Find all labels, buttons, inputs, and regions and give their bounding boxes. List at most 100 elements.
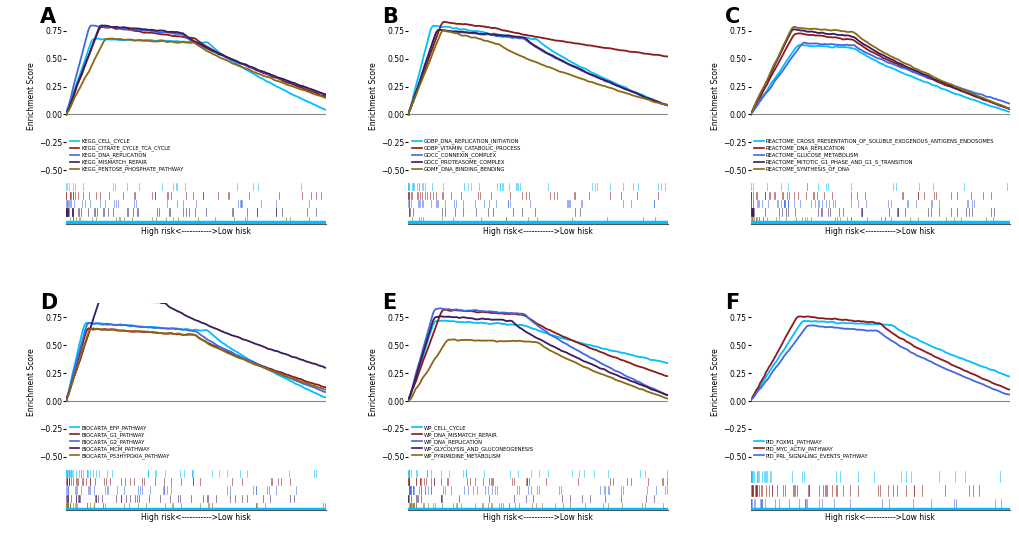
BIOCARTA_G2_PATHWAY (296, 380, 308, 387)
BIOCARTA_P53HYPOXIA_PATHWAY (214, 346, 226, 353)
GOBP_DNA_REPLICATION_INITIATION (556, 54, 569, 60)
KEGG_CITRATE_CYCLE_TCA_CYCLE (279, 79, 291, 85)
Legend: PID_FOXM1_PATHWAY, PID_MYC_ACTIV_PATHWAY, PID_PRL_SIGNALING_EVENTS_PATHWAY: PID_FOXM1_PATHWAY, PID_MYC_ACTIV_PATHWAY… (752, 438, 869, 460)
X-axis label: High risk<----------->Low hisk: High risk<----------->Low hisk (141, 513, 251, 522)
BIOCARTA_G1_PATHWAY (214, 346, 226, 352)
REACTOME_GLUCOSE_METABOLISM (899, 66, 911, 72)
Y-axis label: Enrichment Score: Enrichment Score (369, 62, 378, 130)
REACTOME_CROSS_PRESENTATION_OF_SOLUBLE_EXOGENOUS_ANTIGENS_ENDOSOMES (903, 72, 915, 79)
REACTOME_SYNTHESIS_OF_DNA (963, 89, 975, 96)
BIOCARTA_P53HYPOXIA_PATHWAY (61, 395, 73, 401)
REACTOME_SYNTHESIS_OF_DNA (744, 111, 756, 118)
REACTOME_DNA_REPLICATION (793, 30, 805, 36)
GOBP_VITAMIN_CATABOLIC_PROCESS (556, 38, 569, 45)
PID_FOXM1_PATHWAY (801, 318, 813, 324)
REACTOME_GLUCOSE_METABOLISM (745, 109, 757, 116)
GOMF_DNA_BINDING_BENDING (403, 108, 415, 115)
REACTOME_MITOTIC_G1_PHASE_AND_G1_S_TRANSITION (963, 90, 975, 97)
WP_PYRIMIDINE_METABOLISM (401, 397, 414, 404)
REACTOME_MITOTIC_G1_PHASE_AND_G1_S_TRANSITION (899, 64, 911, 70)
GOMF_DNA_BINDING_BENDING (556, 69, 569, 75)
PID_MYC_ACTIV_PATHWAY (963, 370, 975, 376)
BIOCARTA_EFP_PATHWAY (81, 319, 93, 326)
GOMF_DNA_BINDING_BENDING (561, 71, 574, 77)
Line: WP_CELL_CYCLE: WP_CELL_CYCLE (408, 320, 667, 401)
GOCC_CONNEXIN_COMPLEX (638, 93, 650, 100)
GOCC_PROTEASOME_COMPLEX (561, 61, 574, 67)
GOMF_DNA_BINDING_BENDING (638, 95, 650, 102)
KEGG_CITRATE_CYCLE_TCA_CYCLE (215, 51, 227, 58)
KEGG_CITRATE_CYCLE_TCA_CYCLE (61, 108, 73, 114)
Line: KEGG_MISMATCH_REPAIR: KEGG_MISMATCH_REPAIR (66, 26, 325, 115)
GOCC_PROTEASOME_COMPLEX (638, 93, 650, 100)
BIOCARTA_G1_PATHWAY (60, 397, 72, 404)
REACTOME_GLUCOSE_METABOLISM (898, 65, 910, 72)
GOCC_CONNEXIN_COMPLEX (403, 108, 415, 115)
BIOCARTA_MCM_PATHWAY (98, 295, 110, 302)
KEGG_PENTOSE_PHOSPHATE_PATHWAY (60, 111, 72, 118)
WP_PYRIMIDINE_METABOLISM (638, 387, 650, 394)
WP_PYRIMIDINE_METABOLISM (447, 336, 460, 343)
KEGG_PENTOSE_PHOSPHATE_PATHWAY (215, 55, 227, 61)
KEGG_PENTOSE_PHOSPHATE_PATHWAY (214, 55, 226, 61)
REACTOME_DNA_REPLICATION (745, 110, 757, 116)
KEGG_PENTOSE_PHOSPHATE_PATHWAY (105, 35, 117, 42)
REACTOME_DNA_REPLICATION (963, 91, 975, 98)
REACTOME_GLUCOSE_METABOLISM (744, 111, 756, 118)
BIOCARTA_MCM_PATHWAY (296, 357, 308, 363)
REACTOME_CROSS_PRESENTATION_OF_SOLUBLE_EXOGENOUS_ANTIGENS_ENDOSOMES (899, 71, 911, 78)
PID_PRL_SIGNALING_EVENTS_PATHWAY (1003, 392, 1015, 398)
REACTOME_CROSS_PRESENTATION_OF_SOLUBLE_EXOGENOUS_ANTIGENS_ENDOSOMES (794, 42, 806, 48)
REACTOME_CROSS_PRESENTATION_OF_SOLUBLE_EXOGENOUS_ANTIGENS_ENDOSOMES (745, 110, 757, 116)
PID_MYC_ACTIV_PATHWAY (903, 340, 915, 346)
Line: PID_FOXM1_PATHWAY: PID_FOXM1_PATHWAY (750, 321, 1009, 401)
KEGG_CELL_CYCLE (296, 96, 308, 102)
Line: BIOCARTA_EFP_PATHWAY: BIOCARTA_EFP_PATHWAY (66, 323, 325, 401)
GOCC_PROTEASOME_COMPLEX (661, 102, 674, 108)
WP_CELL_CYCLE (556, 335, 569, 342)
PID_PRL_SIGNALING_EVENTS_PATHWAY (806, 322, 818, 329)
REACTOME_GLUCOSE_METABOLISM (903, 67, 915, 74)
KEGG_MISMATCH_REPAIR (214, 51, 226, 58)
WP_DNA_REPLICATION (661, 392, 674, 399)
WP_DNA_REPLICATION (561, 342, 574, 348)
Text: B: B (382, 7, 398, 27)
REACTOME_GLUCOSE_METABOLISM (963, 88, 975, 94)
BIOCARTA_EFP_PATHWAY (61, 394, 73, 400)
Line: WP_PYRIMIDINE_METABOLISM: WP_PYRIMIDINE_METABOLISM (408, 339, 667, 401)
REACTOME_DNA_REPLICATION (979, 97, 991, 104)
Legend: GOBP_DNA_REPLICATION_INITIATION, GOBP_VITAMIN_CATABOLIC_PROCESS, GOCC_CONNEXIN_C: GOBP_DNA_REPLICATION_INITIATION, GOBP_VI… (411, 137, 522, 173)
Text: F: F (723, 293, 738, 313)
REACTOME_DNA_REPLICATION (899, 65, 911, 72)
Line: BIOCARTA_MCM_PATHWAY: BIOCARTA_MCM_PATHWAY (66, 299, 325, 401)
GOBP_DNA_REPLICATION_INITIATION (403, 107, 415, 113)
GOCC_PROTEASOME_COMPLEX (621, 87, 633, 93)
Line: KEGG_DNA_REPLICATION: KEGG_DNA_REPLICATION (66, 26, 325, 115)
REACTOME_MITOTIC_G1_PHASE_AND_G1_S_TRANSITION (787, 26, 799, 33)
KEGG_MISMATCH_REPAIR (219, 53, 231, 60)
KEGG_PENTOSE_PHOSPHATE_PATHWAY (219, 57, 231, 64)
PID_MYC_ACTIV_PATHWAY (744, 397, 756, 404)
Line: WP_GLYCOLYSIS_AND_GLUCONEOGENESIS: WP_GLYCOLYSIS_AND_GLUCONEOGENESIS (408, 316, 667, 401)
BIOCARTA_EFP_PATHWAY (215, 339, 227, 345)
PID_MYC_ACTIV_PATHWAY (801, 313, 813, 320)
GOBP_VITAMIN_CATABOLIC_PROCESS (621, 48, 633, 54)
Line: REACTOME_GLUCOSE_METABOLISM: REACTOME_GLUCOSE_METABOLISM (750, 43, 1009, 115)
BIOCARTA_EFP_PATHWAY (214, 338, 226, 345)
PID_PRL_SIGNALING_EVENTS_PATHWAY (979, 383, 991, 389)
Y-axis label: Enrichment Score: Enrichment Score (369, 349, 378, 416)
GOBP_DNA_REPLICATION_INITIATION (401, 111, 414, 118)
REACTOME_MITOTIC_G1_PHASE_AND_G1_S_TRANSITION (744, 111, 756, 118)
WP_GLYCOLYSIS_AND_GLUCONEOGENESIS (561, 350, 574, 357)
BIOCARTA_G2_PATHWAY (83, 320, 95, 326)
KEGG_MISMATCH_REPAIR (215, 52, 227, 58)
WP_GLYCOLYSIS_AND_GLUCONEOGENESIS (621, 376, 633, 383)
PID_FOXM1_PATHWAY (898, 330, 910, 337)
KEGG_DNA_REPLICATION (61, 107, 73, 113)
GOCC_CONNEXIN_COMPLEX (557, 59, 570, 65)
WP_DNA_MISMATCH_REPAIR (621, 359, 633, 365)
KEGG_CELL_CYCLE (215, 51, 227, 58)
GOCC_PROTEASOME_COMPLEX (401, 111, 414, 118)
GOBP_VITAMIN_CATABOLIC_PROCESS (403, 108, 415, 115)
PID_PRL_SIGNALING_EVENTS_PATHWAY (899, 345, 911, 352)
